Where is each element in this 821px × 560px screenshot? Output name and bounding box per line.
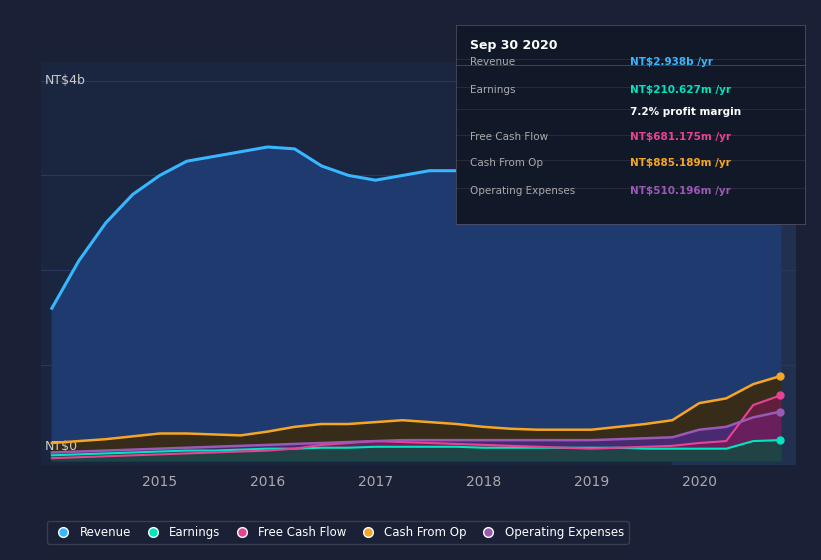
- Text: Operating Expenses: Operating Expenses: [470, 186, 575, 196]
- Text: NT$2.938b /yr: NT$2.938b /yr: [631, 57, 713, 67]
- Text: Free Cash Flow: Free Cash Flow: [470, 133, 548, 142]
- Text: NT$4b: NT$4b: [45, 74, 85, 87]
- Text: Earnings: Earnings: [470, 85, 515, 95]
- Text: NT$210.627m /yr: NT$210.627m /yr: [631, 85, 732, 95]
- Text: Revenue: Revenue: [470, 57, 515, 67]
- Text: NT$681.175m /yr: NT$681.175m /yr: [631, 133, 732, 142]
- Text: 7.2% profit margin: 7.2% profit margin: [631, 106, 741, 116]
- Legend: Revenue, Earnings, Free Cash Flow, Cash From Op, Operating Expenses: Revenue, Earnings, Free Cash Flow, Cash …: [47, 521, 629, 544]
- Text: NT$885.189m /yr: NT$885.189m /yr: [631, 158, 731, 169]
- Text: Sep 30 2020: Sep 30 2020: [470, 39, 557, 52]
- Text: Cash From Op: Cash From Op: [470, 158, 543, 169]
- Bar: [672, 62, 796, 465]
- Text: NT$0: NT$0: [45, 440, 78, 452]
- Text: NT$510.196m /yr: NT$510.196m /yr: [631, 186, 731, 196]
